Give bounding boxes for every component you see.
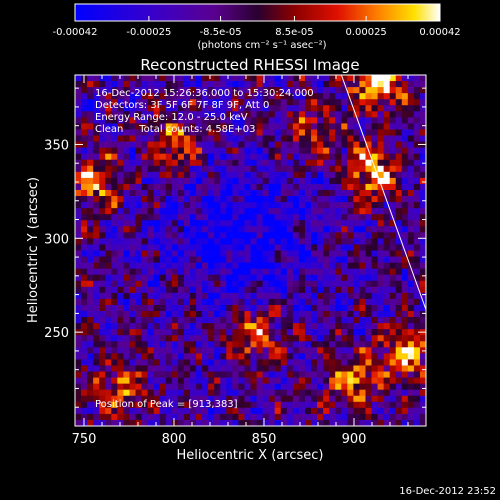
colorbar-tick-label: 8.5e-05: [275, 27, 313, 38]
x-tick-label: 850: [252, 432, 277, 447]
colorbar-tick-labels: -0.00042 -0.00025 -8.5e-05 8.5e-05 0.00025 0.…: [53, 27, 461, 38]
y-axis-ticks: 250 300 350: [44, 87, 426, 408]
colorbar-tick-label: -8.5e-05: [200, 27, 242, 38]
x-tick-label: 750: [72, 432, 97, 447]
colorbar-tick-label: -0.00042: [53, 27, 98, 38]
annotation-energy-range: Energy Range: 12.0 - 25.0 keV: [95, 112, 248, 123]
colorbar-tick-label: 0.00042: [419, 27, 460, 38]
y-tick-label: 350: [44, 138, 69, 153]
y-tick-label: 250: [44, 326, 69, 341]
annotation-detectors: Detectors: 3F 5F 6F 7F 8F 9F, Att 0: [95, 100, 269, 111]
footer-date: 16-Dec-2012 23:52: [399, 486, 496, 497]
x-axis-label: Heliocentric X (arcsec): [177, 448, 324, 463]
colorbar-unit-label: (photons cm⁻² s⁻¹ asec⁻²): [197, 40, 326, 51]
colorbar-tick-label: -0.00025: [126, 27, 171, 38]
x-axis-ticks: 750 800 850 900: [72, 75, 427, 447]
chart-title: Reconstructed RHESSI Image: [140, 56, 359, 74]
solar-limb-line: [340, 74, 427, 310]
x-tick-label: 900: [342, 432, 367, 447]
annotation-clean-counts: Clean Total counts: 4.58E+03: [95, 124, 255, 135]
x-tick-label: 800: [162, 432, 187, 447]
plot-frame: [74, 74, 427, 427]
annotation-block: 16-Dec-2012 15:26:36.000 to 15:30:24.000…: [95, 88, 314, 410]
annotation-peak-position: Position of Peak = [913,383]: [95, 399, 238, 410]
colorbar-tick-label: 0.00025: [345, 27, 386, 38]
colorbar: [74, 3, 441, 22]
heatmap-image: [75, 75, 426, 426]
y-tick-label: 300: [44, 232, 69, 247]
y-axis-label: Heliocentric Y (arcsec): [26, 177, 41, 323]
annotation-time-range: 16-Dec-2012 15:26:36.000 to 15:30:24.000: [95, 88, 314, 99]
colorbar-ticks: [74, 16, 441, 21]
